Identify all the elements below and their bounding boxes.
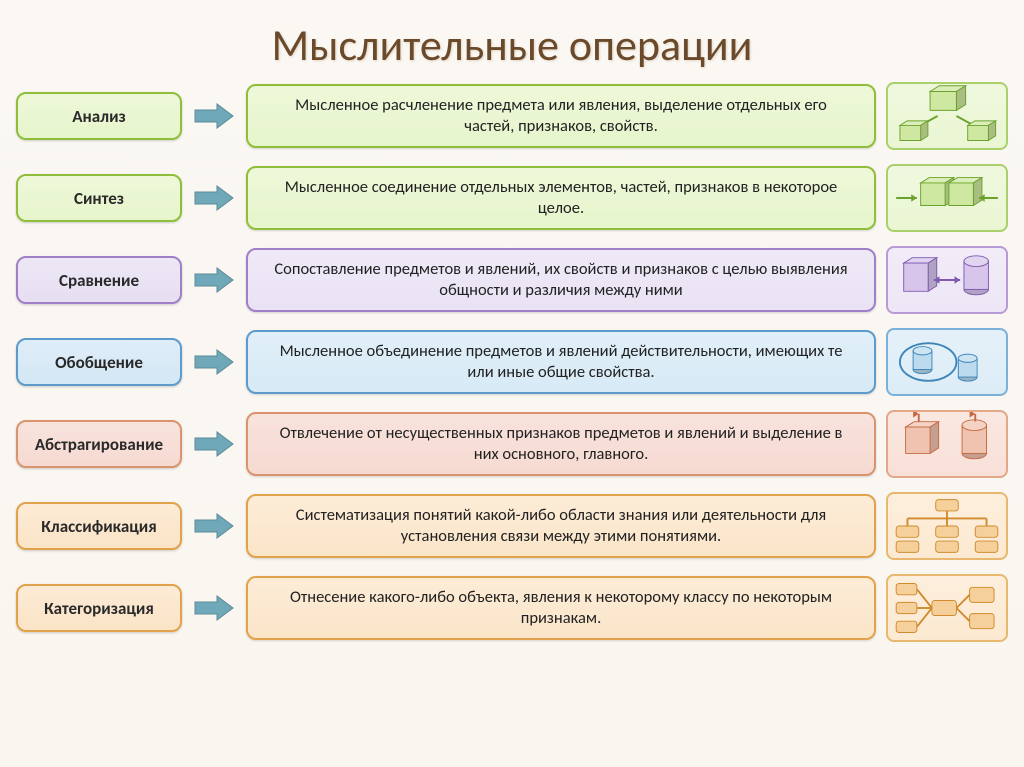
term-box: Анализ xyxy=(16,92,182,140)
arrow-icon xyxy=(192,430,236,458)
abstraction-icon xyxy=(886,410,1008,478)
generalization-icon xyxy=(886,328,1008,396)
description-box: Мысленное соединение отдельных элементов… xyxy=(246,166,876,230)
synthesis-icon xyxy=(886,164,1008,232)
arrow-icon xyxy=(192,348,236,376)
description-box: Сопоставление предметов и явлений, их св… xyxy=(246,248,876,312)
term-box: Абстрагирование xyxy=(16,420,182,468)
arrow-icon xyxy=(192,266,236,294)
operation-row: Анализ Мысленное расчленение предмета или… xyxy=(16,82,1008,150)
description-box: Систематизация понятий какой-либо област… xyxy=(246,494,876,558)
description-box: Отвлечение от несущественных признаков п… xyxy=(246,412,876,476)
categorization-icon xyxy=(886,574,1008,642)
operation-row: Обобщение Мысленное объединение предметов… xyxy=(16,328,1008,396)
arrow-icon xyxy=(192,594,236,622)
rows-container: Анализ Мысленное расчленение предмета или… xyxy=(16,82,1008,749)
term-box: Сравнение xyxy=(16,256,182,304)
description-box: Мысленное расчленение предмета или явлен… xyxy=(246,84,876,148)
classification-icon xyxy=(886,492,1008,560)
term-box: Обобщение xyxy=(16,338,182,386)
arrow-icon xyxy=(192,102,236,130)
comparison-icon xyxy=(886,246,1008,314)
term-box: Синтез xyxy=(16,174,182,222)
operation-row: Категоризация Отнесение какого-либо объек… xyxy=(16,574,1008,642)
arrow-icon xyxy=(192,184,236,212)
description-box: Отнесение какого-либо объекта, явления к… xyxy=(246,576,876,640)
term-box: Классификация xyxy=(16,502,182,550)
analysis-icon xyxy=(886,82,1008,150)
operation-row: Сравнение Сопоставление предметов и явлен… xyxy=(16,246,1008,314)
operation-row: Классификация Систематизация понятий како… xyxy=(16,492,1008,560)
operation-row: Синтез Мысленное соединение отдельных эле… xyxy=(16,164,1008,232)
operation-row: Абстрагирование Отвлечение от несуществен… xyxy=(16,410,1008,478)
page-title: Мыслительные операции xyxy=(0,18,1024,72)
term-box: Категоризация xyxy=(16,584,182,632)
description-box: Мысленное объединение предметов и явлени… xyxy=(246,330,876,394)
arrow-icon xyxy=(192,512,236,540)
